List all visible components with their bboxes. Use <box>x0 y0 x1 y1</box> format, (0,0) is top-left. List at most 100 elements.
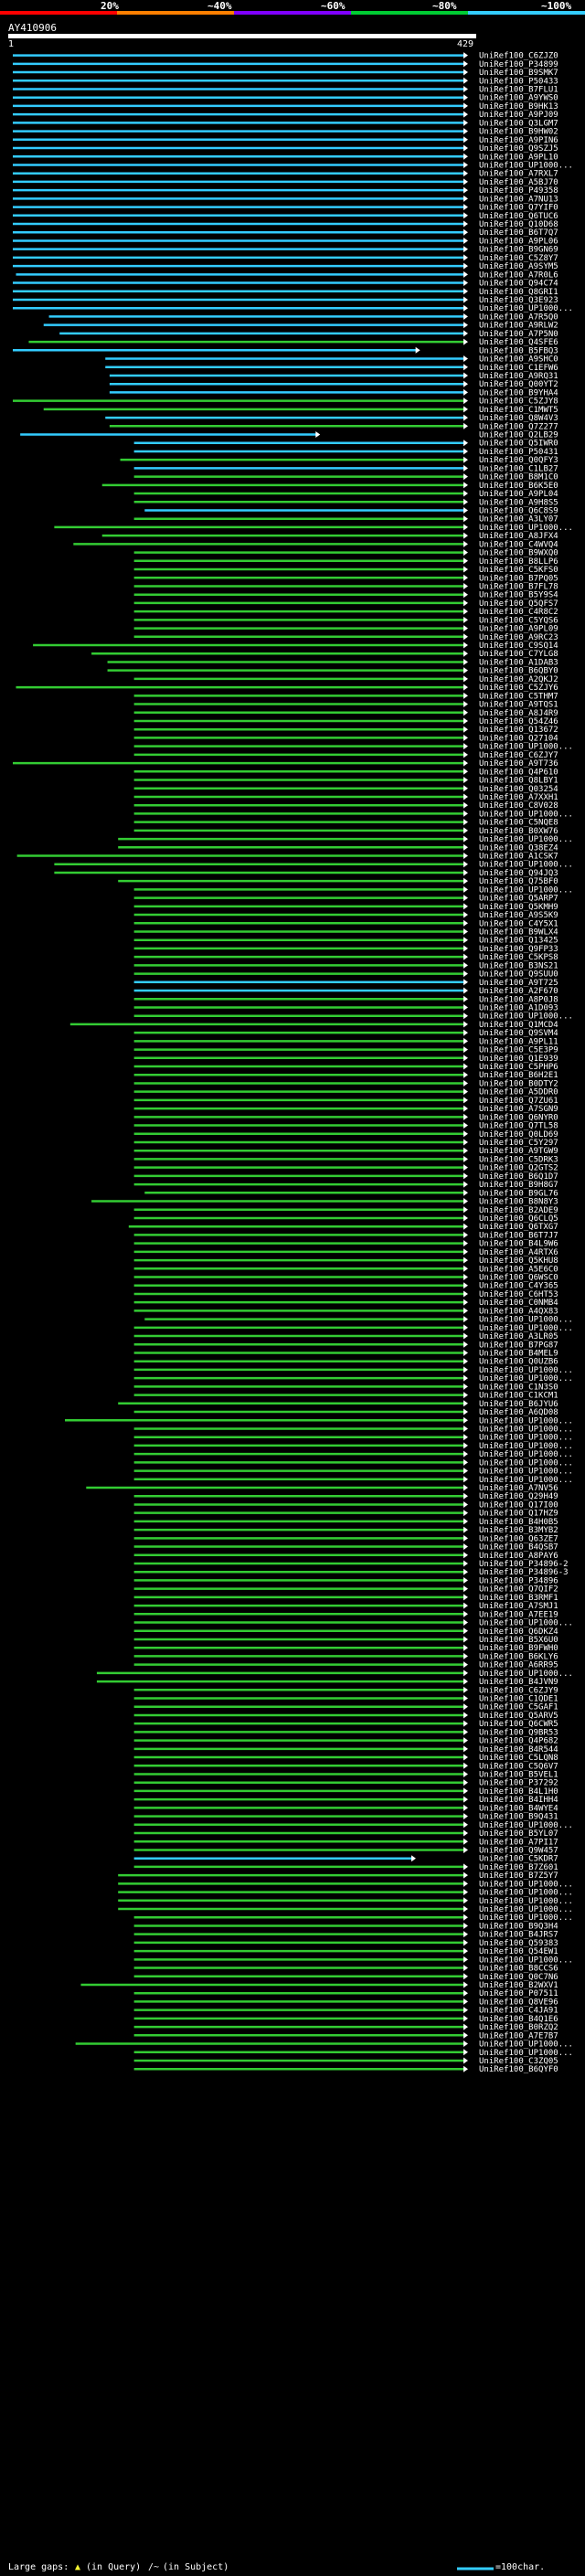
hit-label[interactable]: UniRef100_C1QDE1 <box>479 1695 558 1704</box>
hit-label[interactable]: UniRef100_A7NU13 <box>479 195 558 204</box>
hit-label[interactable]: UniRef100_C5Y297 <box>479 1139 558 1148</box>
hit-label[interactable]: UniRef100_C5KPS8 <box>479 953 558 962</box>
hit-label[interactable]: UniRef100_A7XXH1 <box>479 793 558 802</box>
hit-label[interactable]: UniRef100_B9GN69 <box>479 246 558 255</box>
hit-label[interactable]: UniRef100_C5PHP6 <box>479 1063 558 1072</box>
hit-label[interactable]: UniRef100_UP1000... <box>479 1468 573 1477</box>
hit-label[interactable]: UniRef100_Q0LD69 <box>479 1130 558 1140</box>
hit-label[interactable]: UniRef100_Q6DKZ4 <box>479 1627 558 1637</box>
hit-label[interactable]: UniRef100_P34896-3 <box>479 1568 569 1577</box>
hit-label[interactable]: UniRef100_A9SYM5 <box>479 262 558 271</box>
hit-label[interactable]: UniRef100_B7FL78 <box>479 582 558 591</box>
hit-label[interactable]: UniRef100_B8CCS6 <box>479 1965 558 1974</box>
hit-label[interactable]: UniRef100_Q0C7N6 <box>479 1973 558 1982</box>
hit-label[interactable]: UniRef100_Q4SFE6 <box>479 338 558 347</box>
hit-label[interactable]: UniRef100_B7FLU1 <box>479 85 558 94</box>
hit-label[interactable]: UniRef100_B4QSB7 <box>479 1543 558 1553</box>
hit-label[interactable]: UniRef100_UP1000... <box>479 161 573 170</box>
hit-label[interactable]: UniRef100_C5ZJY8 <box>479 398 558 407</box>
hit-label[interactable]: UniRef100_UP1000... <box>479 304 573 313</box>
hit-label[interactable]: UniRef100_C4Y5X1 <box>479 919 558 928</box>
hit-label[interactable]: UniRef100_A5BJ70 <box>479 178 558 187</box>
hit-label[interactable]: UniRef100_C1LB27 <box>479 464 558 473</box>
hit-label[interactable]: UniRef100_A2QKJ2 <box>479 675 558 684</box>
hit-label[interactable]: UniRef100_B2ADE9 <box>479 1206 558 1215</box>
hit-label[interactable]: UniRef100_B6T7J7 <box>479 1231 558 1240</box>
hit-label[interactable]: UniRef100_Q59383 <box>479 1939 558 1948</box>
hit-label[interactable]: UniRef100_Q1MCD4 <box>479 1021 558 1030</box>
hit-label[interactable]: UniRef100_UP1000... <box>479 1374 573 1383</box>
hit-label[interactable]: UniRef100_UP1000... <box>479 2041 573 2050</box>
hit-label[interactable]: UniRef100_Q6CLQ5 <box>479 1214 558 1224</box>
hit-label[interactable]: UniRef100_A6QD08 <box>479 1408 558 1417</box>
hit-label[interactable]: UniRef100_A9PL10 <box>479 153 558 162</box>
hit-label[interactable]: UniRef100_A7R5Q0 <box>479 313 558 322</box>
hit-label[interactable]: UniRef100_Q5IWR0 <box>479 440 558 449</box>
hit-label[interactable]: UniRef100_UP1000... <box>479 743 573 752</box>
hit-label[interactable]: UniRef100_Q13672 <box>479 726 558 735</box>
hit-label[interactable]: UniRef100_A9RQ31 <box>479 372 558 381</box>
hit-label[interactable]: UniRef100_A9SHC0 <box>479 355 558 365</box>
hit-label[interactable]: UniRef100_UP1000... <box>479 1366 573 1375</box>
hit-label[interactable]: UniRef100_Q7ZU61 <box>479 1097 558 1106</box>
hit-label[interactable]: UniRef100_UP1000... <box>479 1913 573 1923</box>
hit-label[interactable]: UniRef100_B6Q1D7 <box>479 1172 558 1182</box>
hit-label[interactable]: UniRef100_Q3E923 <box>479 296 558 305</box>
hit-label[interactable]: UniRef100_C5ZJY6 <box>479 684 558 693</box>
hit-label[interactable]: UniRef100_A7RXL7 <box>479 170 558 179</box>
hit-label[interactable]: UniRef100_A6RR95 <box>479 1661 558 1670</box>
hit-label[interactable]: UniRef100_C4JA91 <box>479 2007 558 2016</box>
hit-label[interactable]: UniRef100_P50431 <box>479 448 558 457</box>
hit-label[interactable]: UniRef100_Q4P682 <box>479 1737 558 1746</box>
hit-label[interactable]: UniRef100_B3NS21 <box>479 961 558 970</box>
hit-label[interactable]: UniRef100_Q4P610 <box>479 768 558 777</box>
hit-label[interactable]: UniRef100_Q17I00 <box>479 1500 558 1510</box>
hit-label[interactable]: UniRef100_Q2LB29 <box>479 431 558 440</box>
hit-label[interactable]: UniRef100_C7YLG8 <box>479 650 558 659</box>
hit-label[interactable]: UniRef100_C5LQN8 <box>479 1754 558 1763</box>
hit-label[interactable]: UniRef100_C4R8C2 <box>479 608 558 617</box>
hit-label[interactable]: UniRef100_A9T736 <box>479 759 558 769</box>
hit-label[interactable]: UniRef100_B5Y9S4 <box>479 591 558 600</box>
hit-label[interactable]: UniRef100_Q29H49 <box>479 1492 558 1501</box>
hit-label[interactable]: UniRef100_C4Y365 <box>479 1282 558 1291</box>
hit-label[interactable]: UniRef100_C1KCM1 <box>479 1392 558 1401</box>
hit-label[interactable]: UniRef100_Q03254 <box>479 785 558 794</box>
hit-label[interactable]: UniRef100_A2F670 <box>479 987 558 996</box>
hit-label[interactable]: UniRef100_A7SGN9 <box>479 1105 558 1114</box>
hit-label[interactable]: UniRef100_C3ZQ05 <box>479 2057 558 2066</box>
hit-label[interactable]: UniRef100_Q5KHU8 <box>479 1256 558 1266</box>
hit-label[interactable]: UniRef100_UP1000... <box>479 1897 573 1906</box>
hit-label[interactable]: UniRef100_P34899 <box>479 60 558 69</box>
hit-label[interactable]: UniRef100_Q6NYR0 <box>479 1113 558 1122</box>
hit-label[interactable]: UniRef100_A9PJ09 <box>479 111 558 120</box>
hit-label[interactable]: UniRef100_B4Q1E6 <box>479 2015 558 2024</box>
hit-label[interactable]: UniRef100_A8J4R9 <box>479 709 558 718</box>
hit-label[interactable]: UniRef100_UP1000... <box>479 524 573 533</box>
hit-label[interactable]: UniRef100_Q94JQ3 <box>479 869 558 878</box>
hit-label[interactable]: UniRef100_A9PL09 <box>479 625 558 634</box>
hit-label[interactable]: UniRef100_Q9SUU0 <box>479 970 558 980</box>
hit-label[interactable]: UniRef100_B6QYF0 <box>479 2065 558 2074</box>
hit-label[interactable]: UniRef100_Q54Z46 <box>479 717 558 726</box>
hit-label[interactable]: UniRef100_C1MWT5 <box>479 406 558 415</box>
hit-label[interactable]: UniRef100_Q9FP33 <box>479 945 558 954</box>
hit-label[interactable]: UniRef100_A5DDR0 <box>479 1088 558 1097</box>
hit-label[interactable]: UniRef100_Q7TL58 <box>479 1122 558 1131</box>
hit-label[interactable]: UniRef100_A9PL11 <box>479 1037 558 1046</box>
hit-label[interactable]: UniRef100_UP1000... <box>479 861 573 870</box>
hit-label[interactable]: UniRef100_UP1000... <box>479 835 573 844</box>
hit-label[interactable]: UniRef100_B6T7Q7 <box>479 228 558 238</box>
hit-label[interactable]: UniRef100_C5Q6V7 <box>479 1762 558 1771</box>
hit-label[interactable]: UniRef100_Q75BF0 <box>479 877 558 886</box>
hit-label[interactable]: UniRef100_B6JYU6 <box>479 1400 558 1409</box>
hit-label[interactable]: UniRef100_UP1000... <box>479 1324 573 1333</box>
hit-label[interactable]: UniRef100_A7SMJ1 <box>479 1602 558 1611</box>
hit-label[interactable]: UniRef100_C5E3P9 <box>479 1046 558 1055</box>
hit-label[interactable]: UniRef100_Q0UZB6 <box>479 1358 558 1367</box>
hit-label[interactable]: UniRef100_Q7Z277 <box>479 422 558 431</box>
hit-label[interactable]: UniRef100_C6ZJZ0 <box>479 52 558 61</box>
hit-label[interactable]: UniRef100_A9PIN6 <box>479 136 558 145</box>
hit-label[interactable]: UniRef100_Q5KMH9 <box>479 903 558 912</box>
hit-label[interactable]: UniRef100_Q9BR53 <box>479 1728 558 1737</box>
